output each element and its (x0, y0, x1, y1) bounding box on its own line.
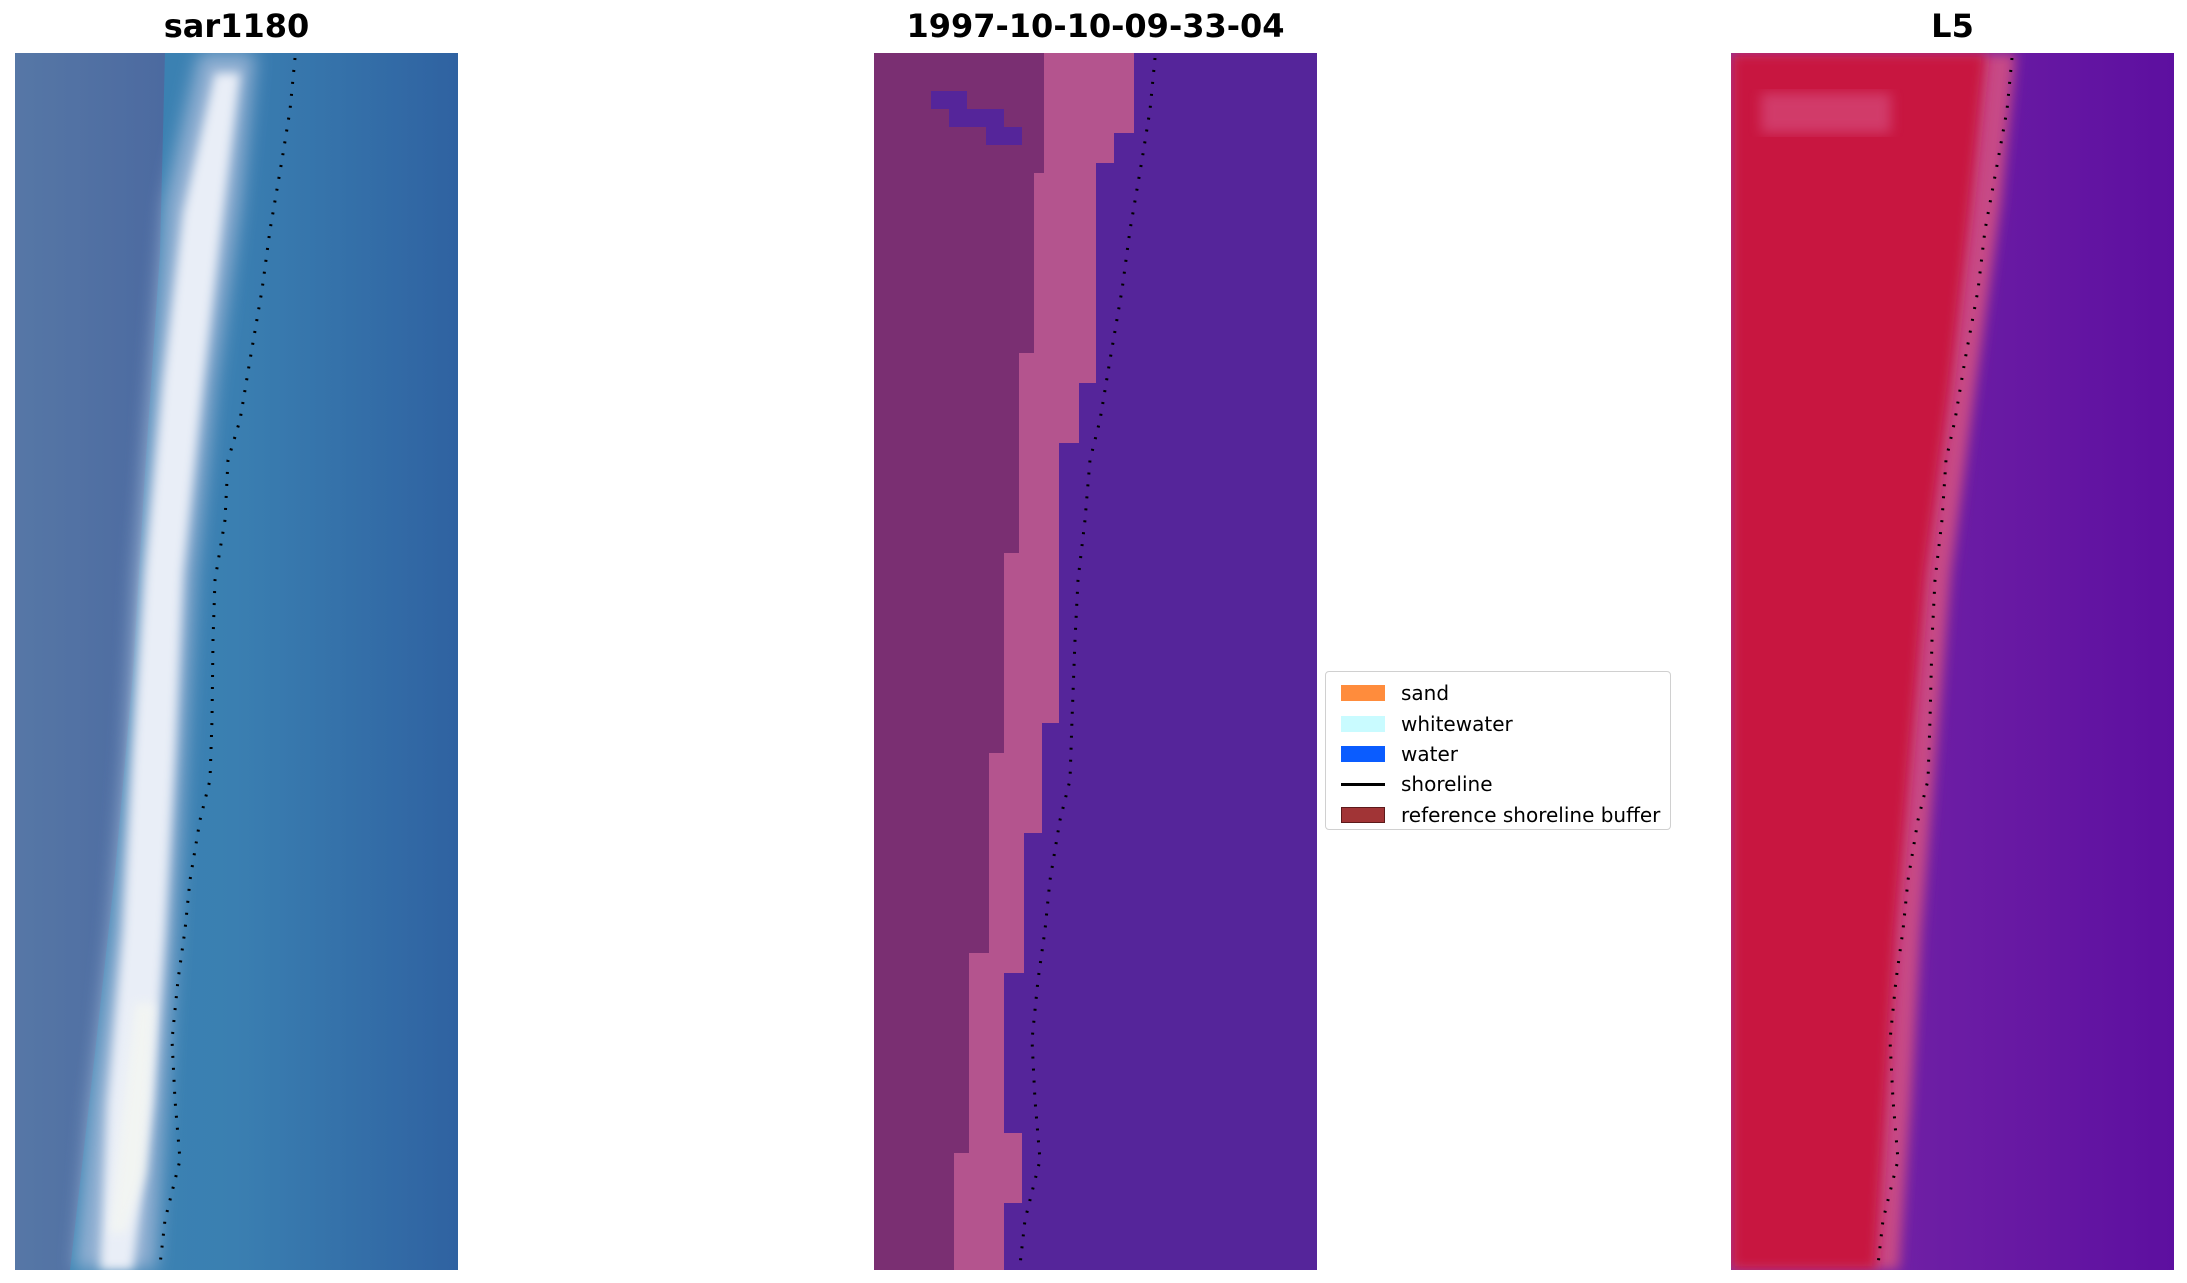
rgb-satellite-svg (15, 53, 458, 1270)
legend-swatch-water (1341, 745, 1385, 762)
legend-label: shoreline (1401, 772, 1493, 797)
panel-title-rgb: sar1180 (163, 7, 310, 45)
index-land-highlight (1761, 93, 1891, 133)
legend-swatch-sand (1341, 685, 1385, 702)
legend-item-reference-buffer: reference shoreline buffer (1334, 800, 1662, 830)
classified-water-blob-1 (931, 91, 967, 109)
panel-title-classified: 1997-10-10-09-33-04 (906, 7, 1285, 45)
index-svg (1731, 53, 2174, 1270)
rgb-satellite-image (15, 53, 458, 1270)
classified-image (874, 53, 1317, 1270)
rgb-wet-sand (110, 1003, 155, 1233)
legend-swatch-reference-buffer (1341, 806, 1385, 823)
classified-svg (874, 53, 1317, 1270)
legend-item-shoreline: shoreline (1334, 769, 1662, 799)
legend-item-whitewater: whitewater (1334, 708, 1662, 738)
panel-title-index: L5 (1931, 7, 1974, 45)
legend-label: reference shoreline buffer (1401, 802, 1661, 827)
rgb-land-area (15, 53, 165, 1270)
legend-item-water: water (1334, 739, 1662, 769)
legend-item-sand: sand (1334, 678, 1662, 708)
classified-water-blob-2 (949, 109, 1004, 127)
classified-water-blob-3 (986, 127, 1022, 145)
legend-label: sand (1401, 681, 1450, 706)
legend-line-shoreline (1341, 782, 1385, 786)
legend: sand whitewater water shoreline referenc… (1325, 671, 1671, 830)
legend-label: whitewater (1401, 711, 1513, 736)
legend-swatch-whitewater (1341, 715, 1385, 732)
legend-label: water (1401, 741, 1458, 766)
index-image (1731, 53, 2174, 1270)
